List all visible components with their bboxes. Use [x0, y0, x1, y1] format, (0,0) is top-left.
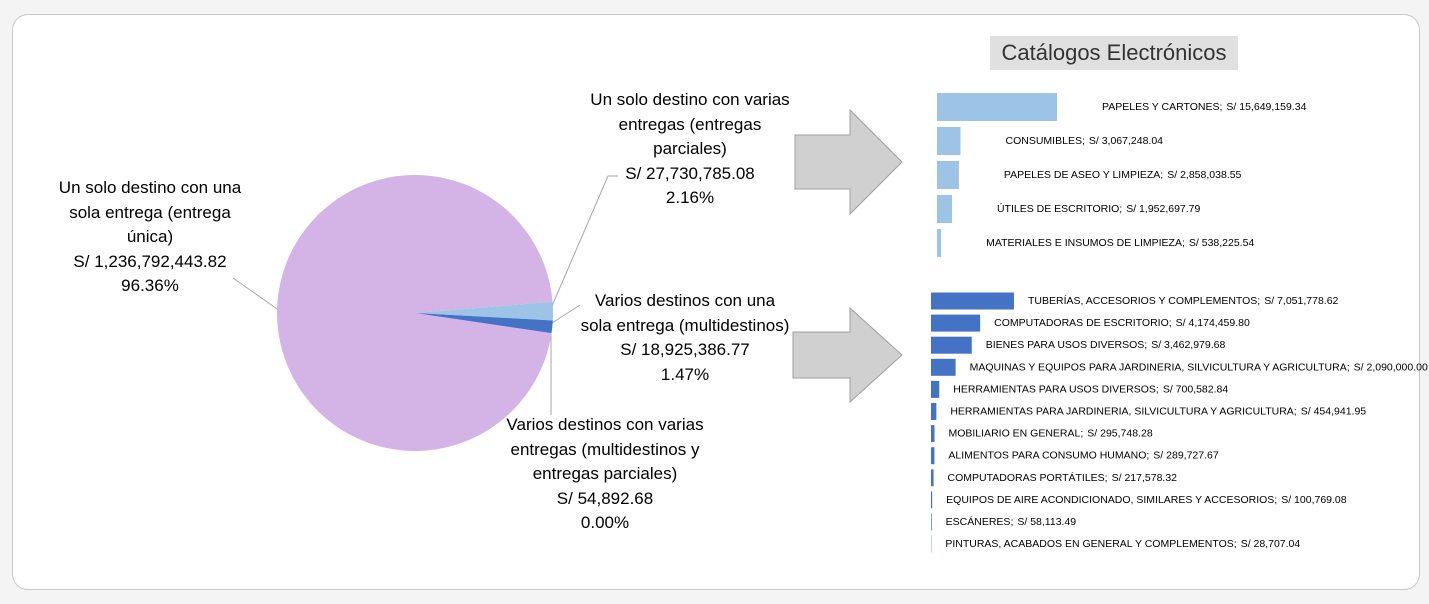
bar-value: S/ 454,941.95 [1301, 405, 1367, 417]
slice-percent: 1.47% [660, 364, 710, 384]
bar [931, 425, 935, 443]
bar-value: S/ 28,707.04 [1241, 538, 1301, 550]
bar-label: TUBERÍAS, ACCESORIOS Y COMPLEMENTOS; S/ 7… [1028, 294, 1339, 307]
bar [931, 513, 932, 531]
bar-value: S/ 7,051,778.62 [1264, 295, 1338, 307]
bar-category: PINTURAS, ACABADOS EN GENERAL Y COMPLEME… [945, 538, 1236, 550]
pie-slice [415, 301, 553, 321]
bar-value: S/ 289,727.67 [1153, 449, 1219, 461]
slice-amount: S/ 1,236,792,443.82 [73, 251, 227, 271]
bar-category: MOBILIARIO EN GENERAL; [948, 427, 1083, 439]
slice-name: Un solo destino con una sola entrega (en… [58, 178, 242, 246]
bar [931, 447, 935, 465]
bar-label: HERRAMIENTAS PARA USOS DIVERSOS; S/ 700,5… [953, 383, 1228, 395]
bar-category: HERRAMIENTAS PARA JARDINERIA, SILVICULTU… [950, 405, 1296, 417]
bar [937, 161, 959, 189]
bar [937, 127, 961, 155]
slice-name: Varios destinos con varias entregas (mul… [506, 415, 704, 483]
bar-label: ESCÁNERES; S/ 58,113.49 [946, 515, 1077, 528]
bar-label: PINTURAS, ACABADOS EN GENERAL Y COMPLEME… [945, 538, 1300, 550]
bar-category: MATERIALES E INSUMOS DE LIMPIEZA; [986, 237, 1185, 249]
bar [931, 292, 1014, 310]
leader-line [551, 304, 581, 324]
bar-value: S/ 2,858,038.55 [1167, 169, 1241, 181]
bar-label: COMPUTADORAS PORTÁTILES; S/ 217,578.32 [948, 471, 1178, 484]
bar-category: BIENES PARA USOS DIVERSOS; [986, 339, 1147, 351]
bar [931, 491, 933, 509]
bar-value: S/ 295,748.28 [1087, 427, 1153, 439]
bar-value: S/ 15,649,159.34 [1226, 101, 1306, 113]
bar [931, 358, 956, 376]
bar-category: PAPELES DE ASEO Y LIMPIEZA; [1004, 169, 1163, 181]
bar [931, 314, 981, 332]
slice-percent: 96.36% [121, 276, 179, 295]
bar-category: ÚTILES DE ESCRITORIO; [997, 202, 1122, 215]
bar-label: CONSUMIBLES; S/ 3,067,248.04 [1006, 135, 1164, 147]
slice-label: Un solo destino con una sola entrega (en… [50, 176, 250, 299]
bar-label: ÚTILES DE ESCRITORIO; S/ 1,952,697.79 [997, 202, 1201, 215]
slice-amount: S/ 27,730,785.08 [625, 163, 755, 183]
bar-category: CONSUMIBLES; [1006, 135, 1085, 147]
bar-category: ESCÁNERES; [946, 515, 1014, 528]
slice-name: Un solo destino con varias entregas (ent… [590, 90, 790, 158]
bar-value: S/ 4,174,459.80 [1176, 317, 1250, 329]
bar-value: S/ 58,113.49 [1017, 516, 1076, 528]
bar [931, 336, 972, 354]
bar-label: MATERIALES E INSUMOS DE LIMPIEZA; S/ 538,… [986, 237, 1254, 249]
bar-category: EQUIPOS DE AIRE ACONDICIONADO, SIMILARES… [946, 494, 1277, 506]
slice-label: Varios destinos con una sola entrega (mu… [580, 289, 790, 387]
bar-label: PAPELES Y CARTONES; S/ 15,649,159.34 [1102, 101, 1307, 113]
slice-label: Varios destinos con varias entregas (mul… [490, 413, 720, 536]
slice-label: Un solo destino con varias entregas (ent… [590, 88, 790, 211]
bar [937, 229, 942, 257]
leader-line [551, 175, 618, 307]
arrow [792, 306, 903, 404]
bar-value: S/ 100,769.08 [1281, 494, 1347, 506]
bar [937, 93, 1057, 121]
pie-slice [415, 313, 553, 334]
slice-name: Varios destinos con una sola entrega (mu… [580, 291, 790, 335]
slice-amount: S/ 18,925,386.77 [620, 340, 750, 359]
bar-label: BIENES PARA USOS DIVERSOS; S/ 3,462,979.6… [986, 339, 1226, 351]
arrow [794, 108, 903, 216]
bar-category: ALIMENTOS PARA CONSUMO HUMANO; [948, 449, 1149, 461]
bar-value: S/ 1,952,697.79 [1126, 203, 1200, 215]
bar-category: COMPUTADORAS PORTÁTILES; [948, 471, 1108, 484]
slice-amount: S/ 54,892.68 [556, 488, 654, 508]
bar [931, 403, 937, 420]
slice-percent: 2.16% [665, 188, 715, 207]
bar-category: TUBERÍAS, ACCESORIOS Y COMPLEMENTOS; [1028, 294, 1260, 307]
bar-label: MAQUINAS Y EQUIPOS PARA JARDINERIA, SILV… [970, 361, 1428, 373]
bar [937, 195, 952, 223]
bar-label: COMPUTADORAS DE ESCRITORIO; S/ 4,174,459.… [994, 317, 1250, 329]
bar-label: ALIMENTOS PARA CONSUMO HUMANO; S/ 289,727… [948, 449, 1218, 461]
panel [12, 14, 1420, 590]
bar-value: S/ 217,578.32 [1112, 472, 1178, 484]
bar-category: PAPELES Y CARTONES; [1102, 101, 1222, 113]
bar-label: MOBILIARIO EN GENERAL; S/ 295,748.28 [948, 427, 1152, 439]
bar [931, 380, 940, 398]
bar-category: HERRAMIENTAS PARA USOS DIVERSOS; [953, 383, 1159, 395]
bar-value: S/ 3,462,979.68 [1151, 339, 1225, 351]
slice-percent: 0.00% [580, 513, 630, 532]
pie-slice [277, 174, 553, 451]
bar-category: MAQUINAS Y EQUIPOS PARA JARDINERIA, SILV… [970, 361, 1350, 373]
bar-label: PAPELES DE ASEO Y LIMPIEZA; S/ 2,858,038.… [1004, 169, 1242, 181]
bar-value: S/ 700,582.84 [1163, 383, 1229, 395]
bar-category: COMPUTADORAS DE ESCRITORIO; [994, 317, 1172, 329]
bar-label: EQUIPOS DE AIRE ACONDICIONADO, SIMILARES… [946, 494, 1347, 506]
bar [931, 469, 934, 487]
bar-value: S/ 2,090,000.00 [1354, 361, 1428, 373]
bar-value: S/ 3,067,248.04 [1089, 135, 1163, 147]
bar-value: S/ 538,225.54 [1189, 237, 1255, 249]
bar-label: HERRAMIENTAS PARA JARDINERIA, SILVICULTU… [950, 405, 1366, 417]
bar-title: Catálogos Electrónicos [990, 36, 1238, 70]
